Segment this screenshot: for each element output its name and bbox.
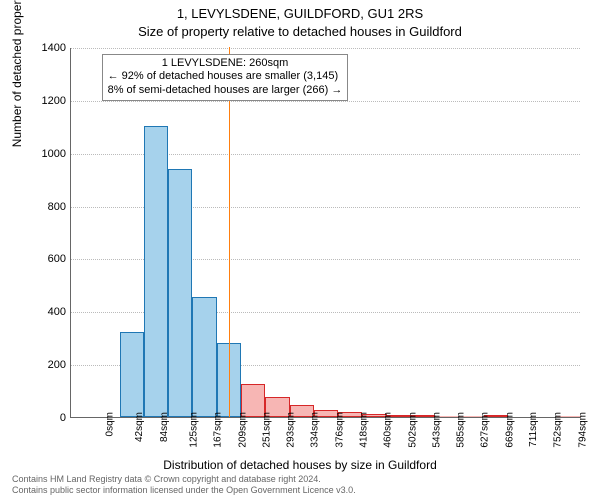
y-tick-label: 1400 <box>31 42 66 54</box>
x-tick-label: 460sqm <box>383 412 394 448</box>
x-tick-label: 669sqm <box>504 412 515 448</box>
x-tick-label: 251sqm <box>261 412 272 448</box>
x-axis-title: Distribution of detached houses by size … <box>0 458 600 472</box>
y-axis-title: Number of detached properties <box>10 0 24 147</box>
chart-title: Size of property relative to detached ho… <box>0 24 600 39</box>
x-tick-label: 627sqm <box>480 412 491 448</box>
y-tick-label: 0 <box>31 412 66 424</box>
gridline <box>71 48 580 49</box>
annotation-box: 1 LEVYLSDENE: 260sqm ← 92% of detached h… <box>102 54 349 101</box>
x-tick-label: 794sqm <box>577 412 588 448</box>
footnote-line1: Contains HM Land Registry data © Crown c… <box>12 474 356 485</box>
gridline <box>71 101 580 102</box>
x-tick-label: 418sqm <box>359 412 370 448</box>
x-tick-label: 543sqm <box>431 412 442 448</box>
histogram-bar <box>144 126 168 417</box>
x-tick-label: 209sqm <box>237 412 248 448</box>
y-tick-label: 1000 <box>31 148 66 160</box>
x-tick-label: 293sqm <box>286 412 297 448</box>
x-tick-label: 376sqm <box>334 412 345 448</box>
x-tick-label: 125sqm <box>189 412 200 448</box>
x-tick-label: 585sqm <box>456 412 467 448</box>
histogram-bar <box>192 297 216 417</box>
annotation-line2: ← 92% of detached houses are smaller (3,… <box>108 70 343 84</box>
x-tick-label: 502sqm <box>407 412 418 448</box>
chart-supertitle: 1, LEVYLSDENE, GUILDFORD, GU1 2RS <box>0 6 600 21</box>
annotation-marker-line <box>229 47 230 417</box>
x-tick-label: 752sqm <box>553 412 564 448</box>
x-tick-label: 711sqm <box>528 412 539 447</box>
histogram-bar <box>120 332 144 417</box>
y-tick-label: 200 <box>31 359 66 371</box>
y-tick-label: 1200 <box>31 95 66 107</box>
x-tick-label: 167sqm <box>213 412 224 448</box>
footnote-line2: Contains public sector information licen… <box>12 485 356 496</box>
figure: 1, LEVYLSDENE, GUILDFORD, GU1 2RS Size o… <box>0 0 600 500</box>
x-tick-label: 334sqm <box>310 412 321 448</box>
annotation-line3: 8% of semi-detached houses are larger (2… <box>108 84 343 98</box>
y-tick-label: 400 <box>31 306 66 318</box>
histogram-bar <box>168 169 192 417</box>
x-tick-label: 42sqm <box>134 412 145 442</box>
plot-area: 02004006008001000120014000sqm42sqm84sqm1… <box>70 48 580 418</box>
footnote: Contains HM Land Registry data © Crown c… <box>12 474 356 496</box>
annotation-line1: 1 LEVYLSDENE: 260sqm <box>108 57 343 71</box>
x-tick-label: 0sqm <box>105 412 116 436</box>
y-tick-label: 800 <box>31 201 66 213</box>
x-tick-label: 84sqm <box>159 412 170 442</box>
y-tick-label: 600 <box>31 253 66 265</box>
